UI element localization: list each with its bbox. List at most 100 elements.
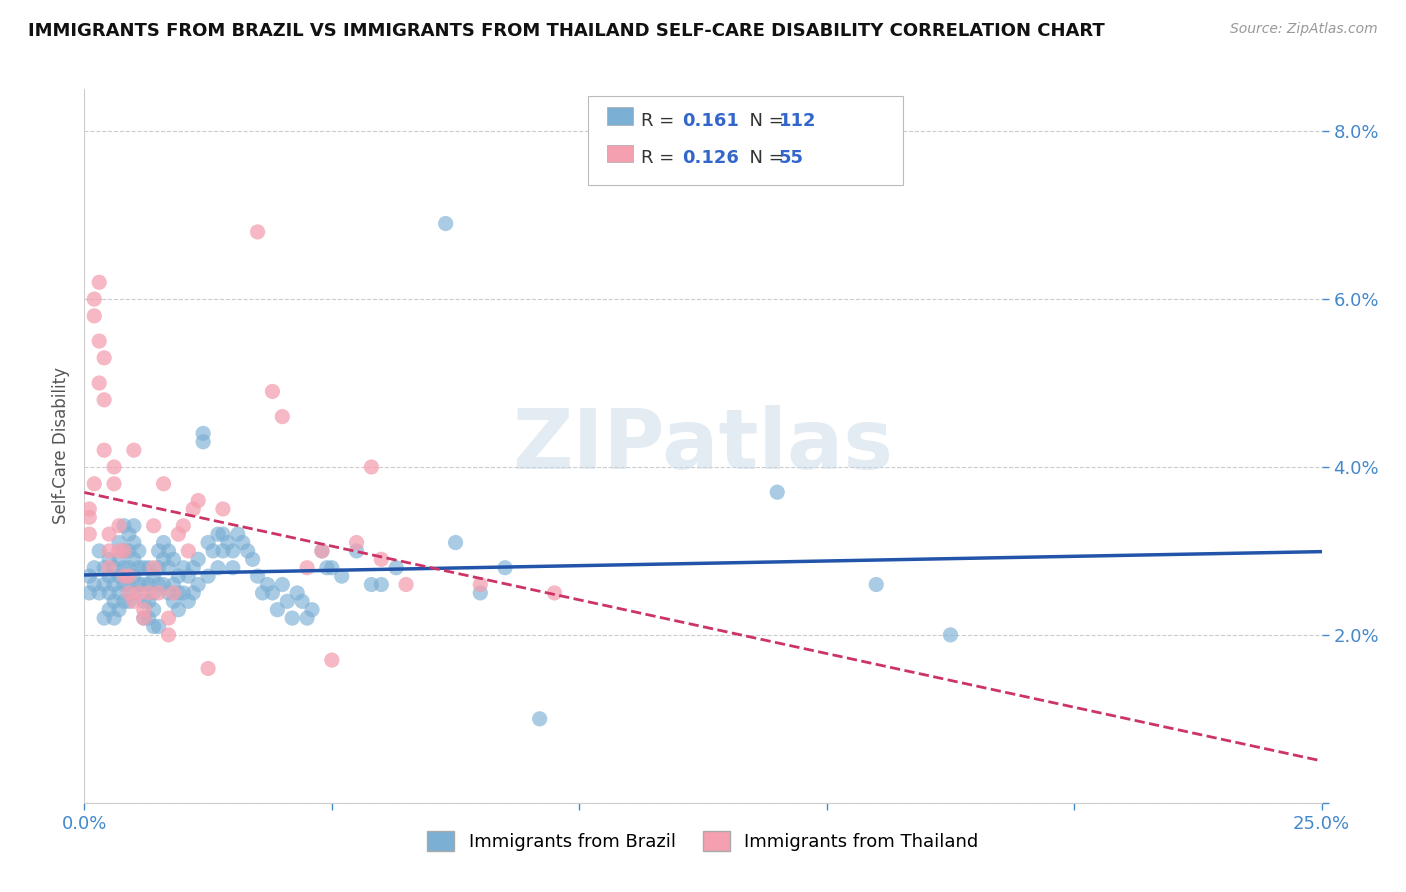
Y-axis label: Self-Care Disability: Self-Care Disability	[52, 368, 70, 524]
Point	[172, 586, 194, 600]
Point	[370, 577, 392, 591]
Point	[222, 544, 245, 558]
Point	[108, 518, 131, 533]
Point	[157, 560, 180, 574]
Point	[281, 611, 304, 625]
Point	[301, 603, 323, 617]
Point	[79, 502, 101, 516]
Point	[103, 460, 125, 475]
Point	[108, 569, 131, 583]
Point	[128, 577, 150, 591]
Legend: Immigrants from Brazil, Immigrants from Thailand: Immigrants from Brazil, Immigrants from …	[420, 823, 986, 858]
Point	[162, 552, 184, 566]
Point	[271, 409, 294, 424]
Point	[187, 577, 209, 591]
Point	[98, 586, 121, 600]
Point	[98, 544, 121, 558]
Point	[93, 611, 115, 625]
Text: ZIPatlas: ZIPatlas	[513, 406, 893, 486]
Point	[98, 527, 121, 541]
Point	[529, 712, 551, 726]
Point	[83, 560, 105, 574]
Point	[103, 594, 125, 608]
Point	[142, 518, 165, 533]
Point	[291, 594, 314, 608]
Point	[122, 535, 145, 549]
Point	[118, 586, 141, 600]
Point	[311, 544, 333, 558]
Point	[108, 603, 131, 617]
Point	[167, 586, 190, 600]
Point	[202, 544, 225, 558]
Text: 55: 55	[779, 149, 804, 167]
Point	[142, 619, 165, 633]
Point	[93, 560, 115, 574]
Point	[543, 586, 565, 600]
Point	[360, 460, 382, 475]
Point	[138, 594, 160, 608]
Point	[360, 577, 382, 591]
Point	[112, 560, 135, 574]
Point	[370, 552, 392, 566]
Point	[197, 535, 219, 549]
Point	[112, 518, 135, 533]
Point	[177, 594, 200, 608]
Point	[321, 653, 343, 667]
Point	[103, 577, 125, 591]
Point	[148, 619, 170, 633]
Point	[197, 661, 219, 675]
Point	[395, 577, 418, 591]
Point	[152, 476, 174, 491]
Point	[79, 527, 101, 541]
Point	[103, 611, 125, 625]
Point	[197, 569, 219, 583]
Point	[246, 569, 269, 583]
Point	[98, 569, 121, 583]
Point	[262, 586, 284, 600]
Point	[148, 544, 170, 558]
Point	[470, 577, 492, 591]
Point	[118, 594, 141, 608]
Point	[118, 577, 141, 591]
Point	[217, 535, 239, 549]
Point	[122, 552, 145, 566]
Point	[122, 586, 145, 600]
Point	[181, 586, 204, 600]
Point	[148, 560, 170, 574]
Point	[346, 544, 368, 558]
Point	[276, 594, 298, 608]
Text: 0.161: 0.161	[682, 112, 738, 129]
Point	[89, 376, 111, 390]
Point	[118, 569, 141, 583]
Point	[252, 586, 274, 600]
Point	[122, 594, 145, 608]
Point	[152, 577, 174, 591]
Point	[103, 560, 125, 574]
Point	[132, 611, 155, 625]
Text: 0.126: 0.126	[682, 149, 738, 167]
Point	[128, 560, 150, 574]
Point	[177, 544, 200, 558]
Point	[142, 569, 165, 583]
Point	[83, 292, 105, 306]
Point	[266, 603, 288, 617]
Point	[132, 594, 155, 608]
Point	[112, 569, 135, 583]
Point	[385, 560, 408, 574]
Point	[112, 594, 135, 608]
Point	[207, 527, 229, 541]
Point	[138, 577, 160, 591]
Point	[98, 603, 121, 617]
Point	[444, 535, 467, 549]
Point	[187, 493, 209, 508]
Point	[128, 586, 150, 600]
Point	[232, 535, 254, 549]
Point	[285, 586, 308, 600]
Point	[142, 603, 165, 617]
Point	[122, 569, 145, 583]
Point	[118, 560, 141, 574]
Point	[181, 560, 204, 574]
Point	[89, 544, 111, 558]
Point	[939, 628, 962, 642]
Point	[138, 611, 160, 625]
